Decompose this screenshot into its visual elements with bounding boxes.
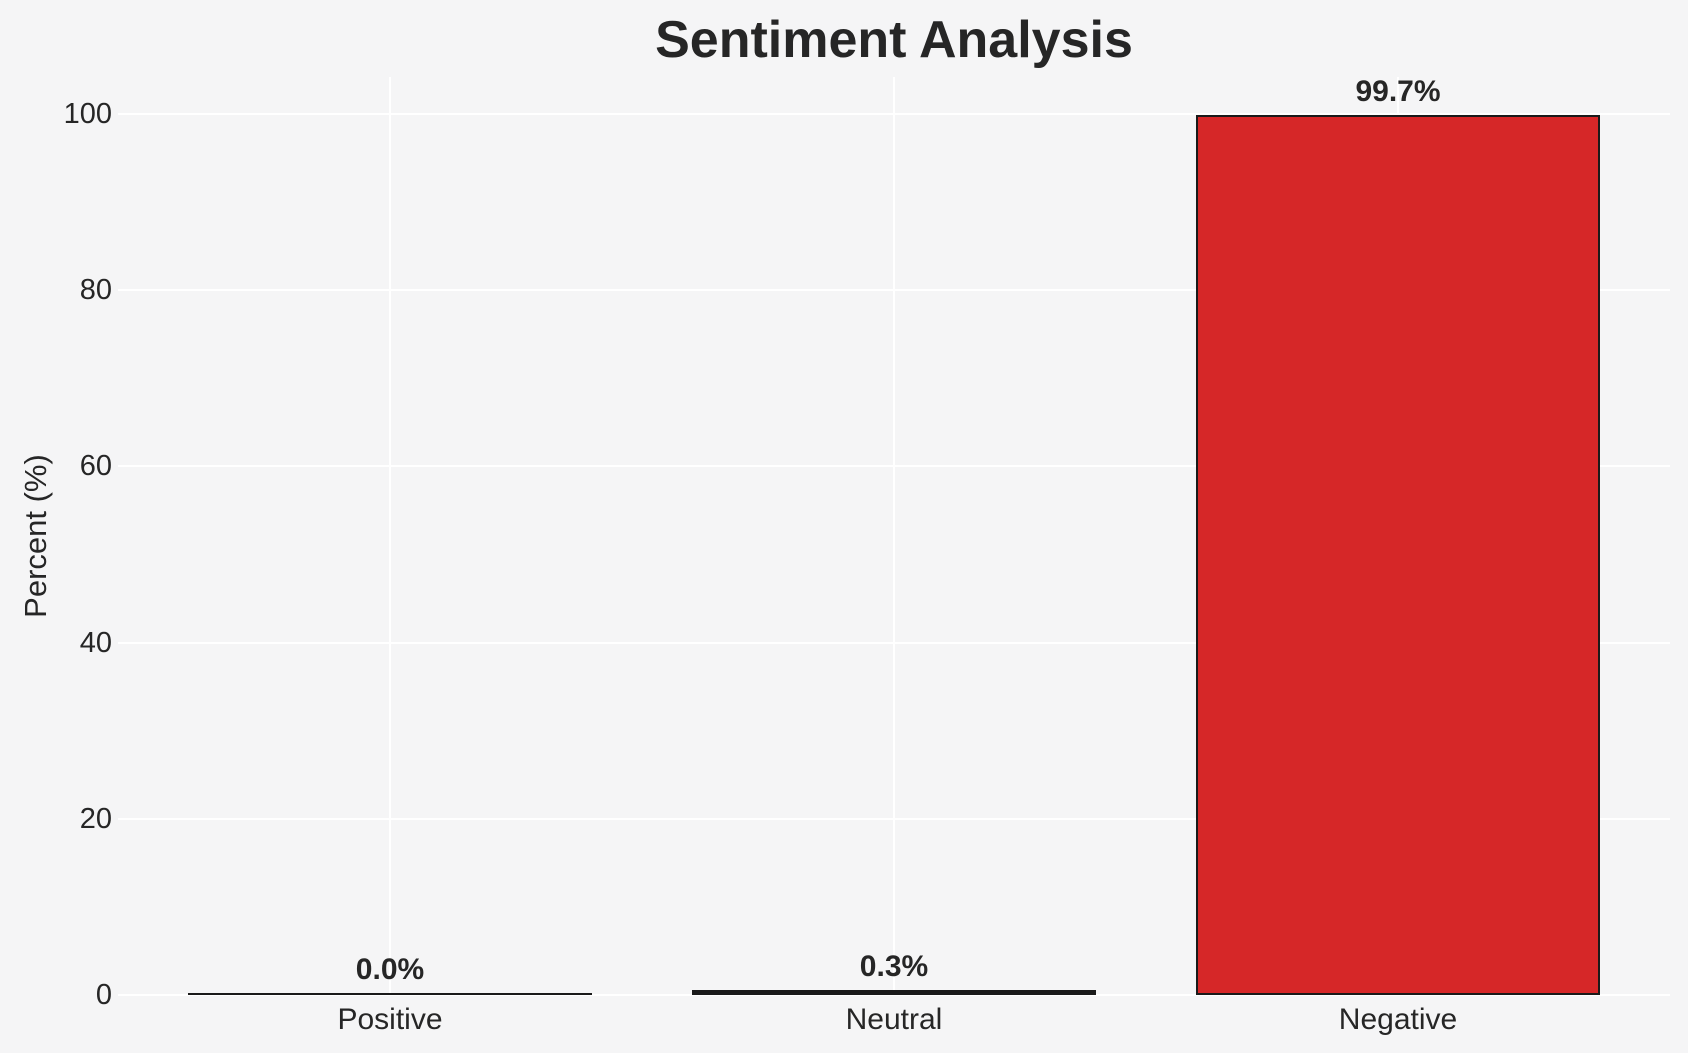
x-category-label-neutral: Neutral bbox=[845, 1003, 943, 1036]
y-tick-label: 20 bbox=[79, 802, 112, 835]
bar-value-label: 99.7% bbox=[1355, 74, 1441, 108]
bar-value-label: 0.3% bbox=[859, 950, 929, 984]
y-tick-label: 40 bbox=[79, 626, 112, 659]
y-tick-label: 100 bbox=[63, 98, 112, 130]
gridline-vertical bbox=[893, 77, 895, 995]
bar-neutral bbox=[692, 990, 1096, 995]
plot-area: 0.0% 0.3% 99.7% bbox=[118, 74, 1670, 996]
gridline-vertical bbox=[389, 77, 391, 995]
bar-value-label: 0.0% bbox=[355, 953, 425, 986]
chart-title: Sentiment Analysis bbox=[655, 11, 1133, 69]
bar-positive bbox=[188, 993, 592, 995]
y-tick-label: 0 bbox=[95, 979, 112, 1011]
y-tick-label: 80 bbox=[79, 274, 112, 307]
y-tick-label: 60 bbox=[79, 450, 112, 483]
gridline-horizontal bbox=[118, 994, 1670, 996]
x-category-label-negative: Negative bbox=[1338, 1003, 1458, 1036]
x-category-label-positive: Positive bbox=[337, 1003, 443, 1036]
bar-negative bbox=[1196, 115, 1600, 995]
